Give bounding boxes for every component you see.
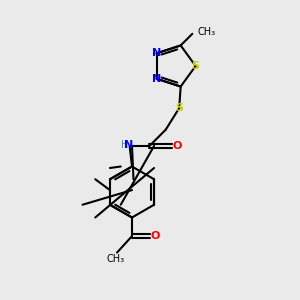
Text: N: N [152,48,161,58]
Text: CH₃: CH₃ [198,27,216,37]
Text: N: N [124,140,133,150]
Text: CH₃: CH₃ [106,254,124,264]
Text: H: H [121,140,128,150]
Text: O: O [151,231,160,241]
Text: O: O [172,141,182,151]
Text: S: S [175,103,183,113]
Text: S: S [192,61,200,71]
Text: N: N [152,74,161,84]
